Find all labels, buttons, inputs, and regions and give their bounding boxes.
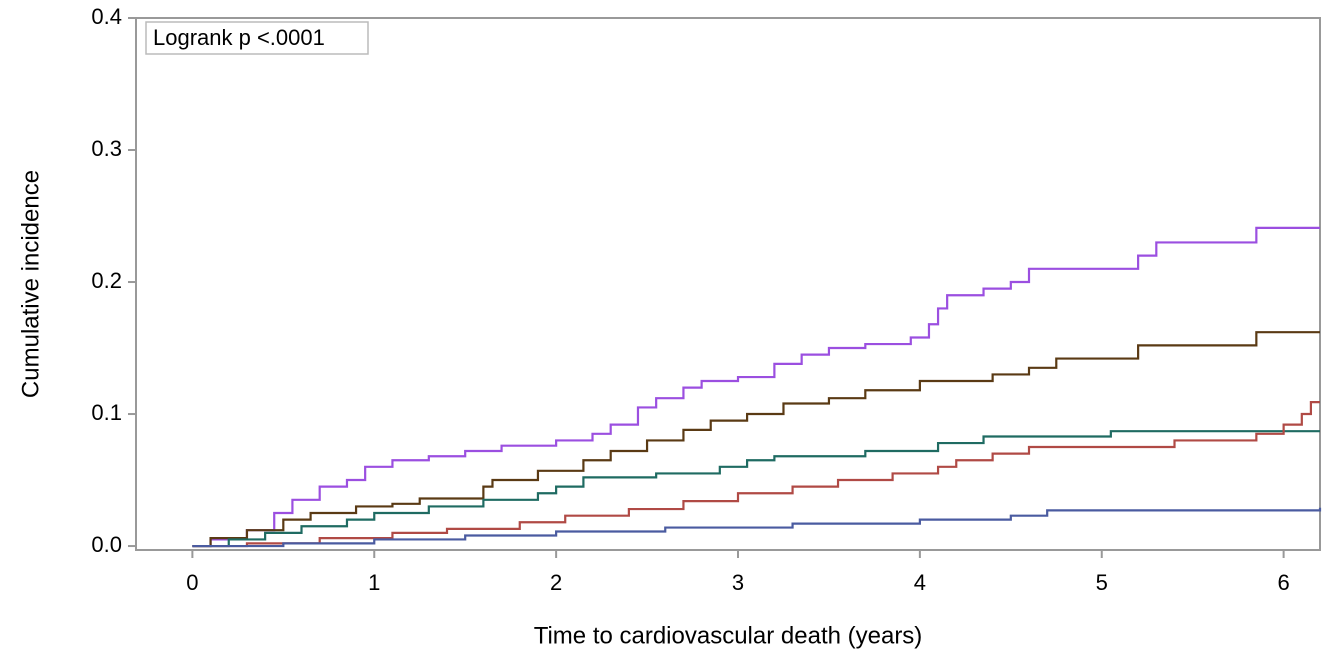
annotation: Logrank p <.0001 [153, 25, 325, 50]
annotation-box [145, 21, 369, 55]
y-tick-label: 0.1 [91, 400, 122, 425]
y-tick-label: 0.4 [91, 4, 122, 29]
x-tick-label: 1 [368, 570, 380, 595]
curve [192, 331, 1320, 548]
x-tick-label: 6 [1278, 570, 1290, 595]
x-tick-label: 0 [186, 570, 198, 595]
x-tick-label: 2 [550, 570, 562, 595]
y-tick-label: 0.0 [91, 532, 122, 557]
y-tick-label: 0.3 [91, 136, 122, 161]
curve [192, 226, 1320, 548]
x-tick-label: 5 [1096, 570, 1108, 595]
curve [192, 401, 1320, 548]
x-axis-label: Time to cardiovascular death (years) [534, 622, 923, 649]
curve [192, 507, 1322, 548]
x-tick-label: 3 [732, 570, 744, 595]
y-tick-label: 0.2 [91, 268, 122, 293]
y-axis-label: Cumulative incidence [17, 170, 44, 398]
x-tick-label: 4 [914, 570, 926, 595]
plot-frame [135, 17, 1321, 551]
curve [192, 430, 1320, 548]
